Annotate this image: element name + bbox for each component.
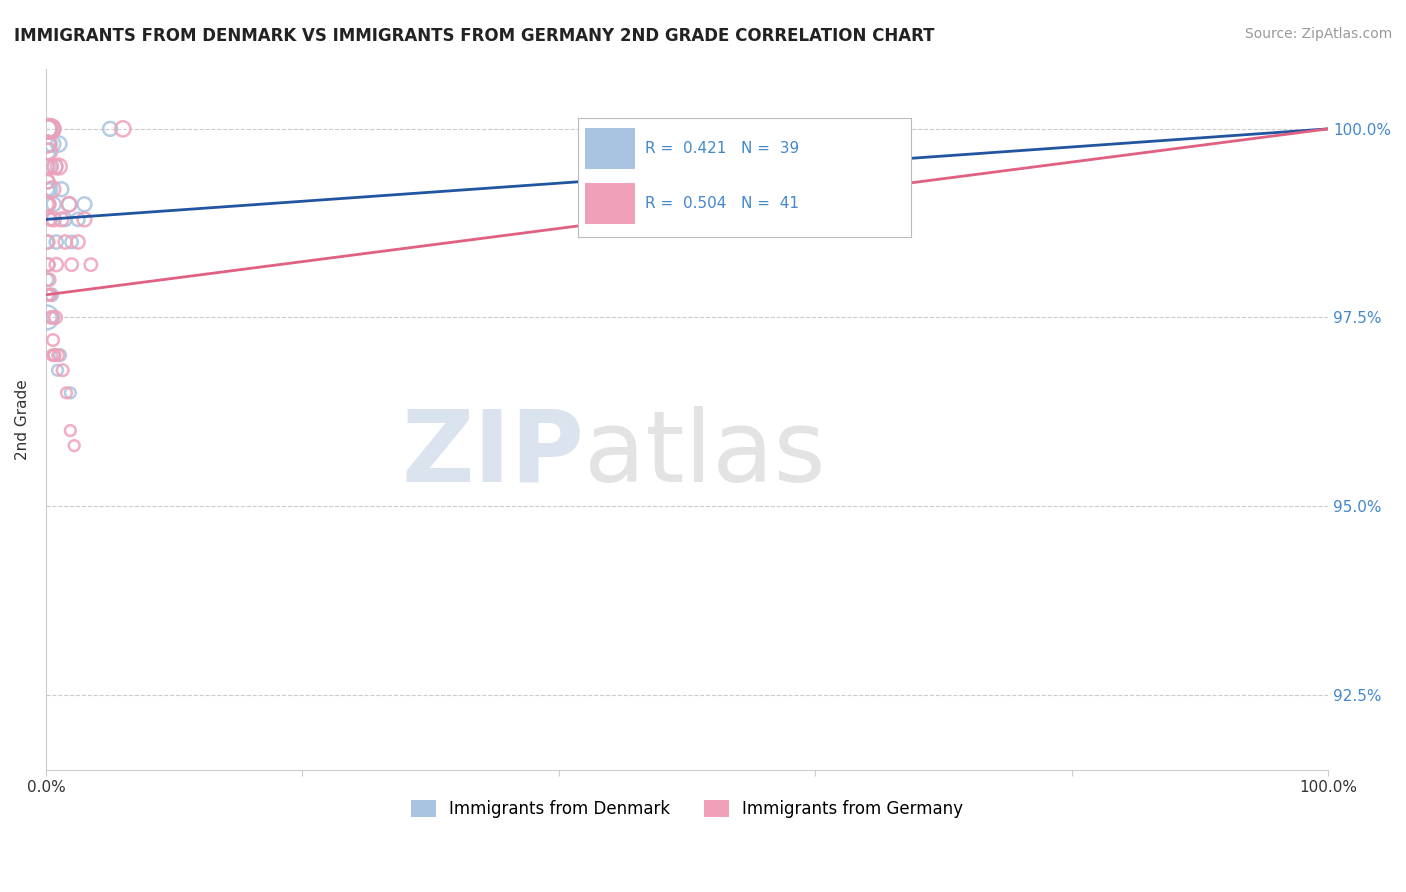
- Point: [37, 121, 59, 136]
- Legend: Immigrants from Denmark, Immigrants from Germany: Immigrants from Denmark, Immigrants from…: [405, 793, 970, 825]
- Point: [37, 175, 59, 189]
- Point: [39, 121, 62, 136]
- Point: [37, 136, 59, 151]
- Point: [51, 212, 73, 227]
- Point: [44, 160, 66, 174]
- Point: [73, 197, 96, 211]
- Point: [39, 212, 62, 227]
- Point: [45, 258, 67, 272]
- Point: [60, 235, 83, 249]
- Point: [38, 121, 60, 136]
- Point: [37, 121, 59, 136]
- Point: [38, 273, 60, 287]
- Point: [58, 197, 80, 211]
- Point: [37, 121, 59, 136]
- Point: [44, 348, 66, 362]
- Point: [37, 258, 59, 272]
- Point: [42, 197, 65, 211]
- Point: [80, 258, 103, 272]
- Point: [41, 287, 63, 301]
- Point: [45, 235, 67, 249]
- Point: [42, 310, 65, 325]
- Point: [98, 121, 121, 136]
- Point: [41, 182, 63, 196]
- Point: [37, 235, 59, 249]
- Point: [48, 136, 70, 151]
- Point: [44, 160, 66, 174]
- Text: atlas: atlas: [585, 406, 827, 503]
- Point: [55, 385, 77, 400]
- Point: [37, 160, 59, 174]
- Point: [45, 310, 67, 325]
- Point: [37, 145, 59, 159]
- Point: [38, 160, 60, 174]
- Point: [35, 160, 58, 174]
- Point: [52, 363, 75, 377]
- Text: ZIP: ZIP: [402, 406, 585, 503]
- Point: [73, 212, 96, 227]
- Point: [38, 121, 60, 136]
- Point: [44, 348, 66, 362]
- Point: [35, 136, 58, 151]
- Point: [41, 136, 63, 151]
- Point: [37, 287, 59, 301]
- Point: [38, 287, 60, 301]
- Point: [35, 235, 58, 249]
- Point: [37, 258, 59, 272]
- Point: [39, 310, 62, 325]
- Point: [37, 182, 59, 196]
- Point: [35, 121, 58, 136]
- Point: [42, 212, 65, 227]
- Point: [66, 212, 89, 227]
- Point: [58, 197, 80, 211]
- Point: [41, 310, 63, 325]
- Point: [48, 160, 70, 174]
- Point: [51, 182, 73, 196]
- Point: [60, 258, 83, 272]
- Point: [63, 439, 86, 453]
- Point: [38, 121, 60, 136]
- Point: [39, 160, 62, 174]
- Point: [37, 175, 59, 189]
- Point: [39, 182, 62, 196]
- Y-axis label: 2nd Grade: 2nd Grade: [15, 379, 30, 459]
- Point: [59, 424, 82, 438]
- Point: [53, 235, 76, 249]
- Point: [42, 333, 65, 347]
- Point: [53, 212, 76, 227]
- Point: [46, 363, 69, 377]
- Point: [49, 348, 72, 362]
- Point: [41, 348, 63, 362]
- Point: [39, 121, 62, 136]
- Point: [38, 197, 60, 211]
- Point: [35, 273, 58, 287]
- Point: [39, 287, 62, 301]
- Point: [59, 385, 82, 400]
- Point: [38, 136, 60, 151]
- Point: [37, 121, 59, 136]
- Point: [38, 145, 60, 159]
- Text: IMMIGRANTS FROM DENMARK VS IMMIGRANTS FROM GERMANY 2ND GRADE CORRELATION CHART: IMMIGRANTS FROM DENMARK VS IMMIGRANTS FR…: [14, 27, 935, 45]
- Point: [38, 197, 60, 211]
- Point: [35, 197, 58, 211]
- Point: [35, 310, 58, 325]
- Point: [111, 121, 134, 136]
- Point: [38, 212, 60, 227]
- Point: [66, 235, 89, 249]
- Text: Source: ZipAtlas.com: Source: ZipAtlas.com: [1244, 27, 1392, 41]
- Point: [46, 348, 69, 362]
